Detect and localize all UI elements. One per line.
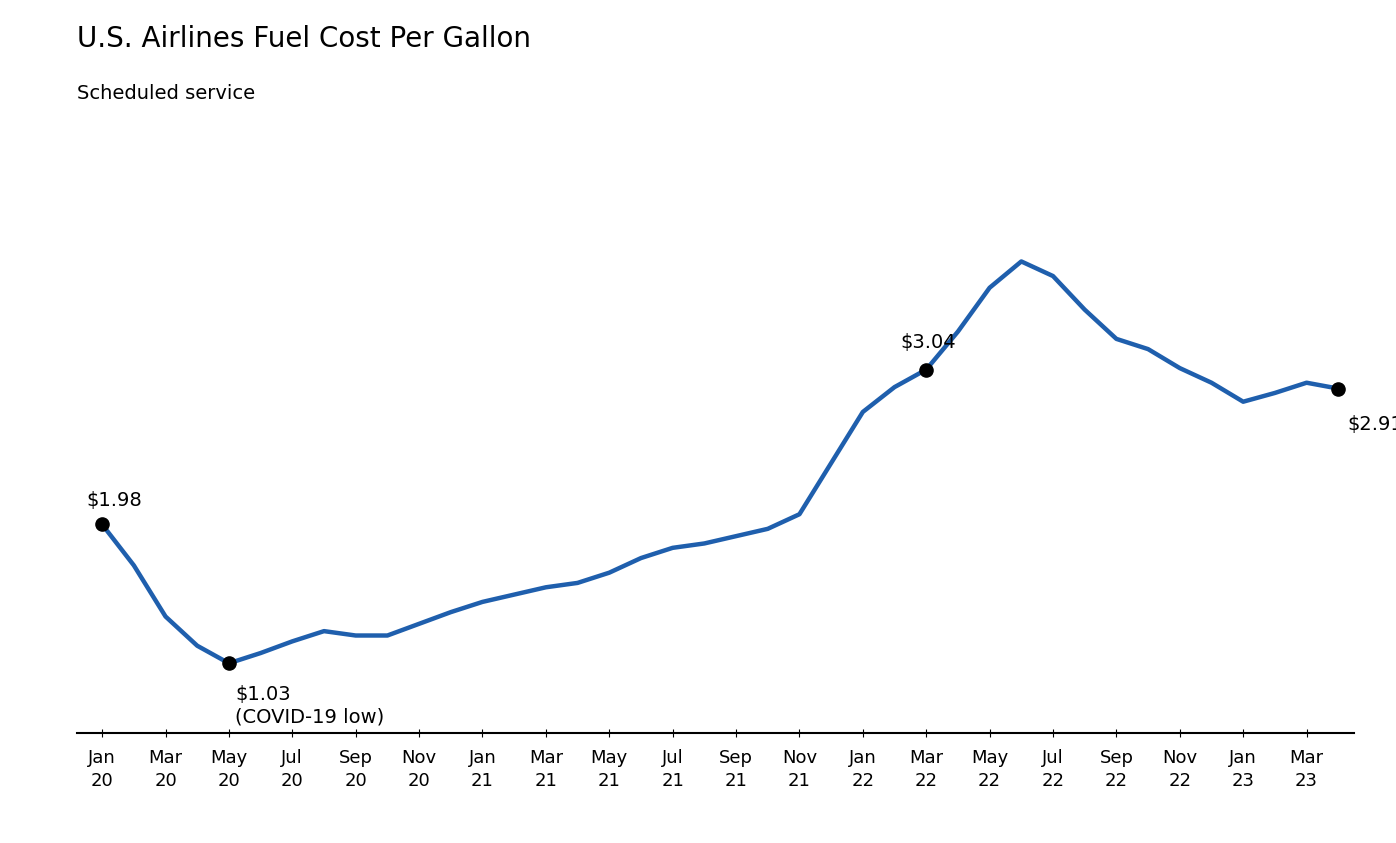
Text: $2.91: $2.91 [1347,415,1396,434]
Point [1328,382,1350,395]
Text: Scheduled service: Scheduled service [77,84,255,104]
Point [91,518,113,531]
Text: $3.04: $3.04 [900,333,956,352]
Text: $1.03
(COVID-19 low): $1.03 (COVID-19 low) [236,685,384,726]
Text: $1.98: $1.98 [87,491,142,510]
Point [218,657,240,670]
Text: U.S. Airlines Fuel Cost Per Gallon: U.S. Airlines Fuel Cost Per Gallon [77,25,530,53]
Point [914,362,937,376]
